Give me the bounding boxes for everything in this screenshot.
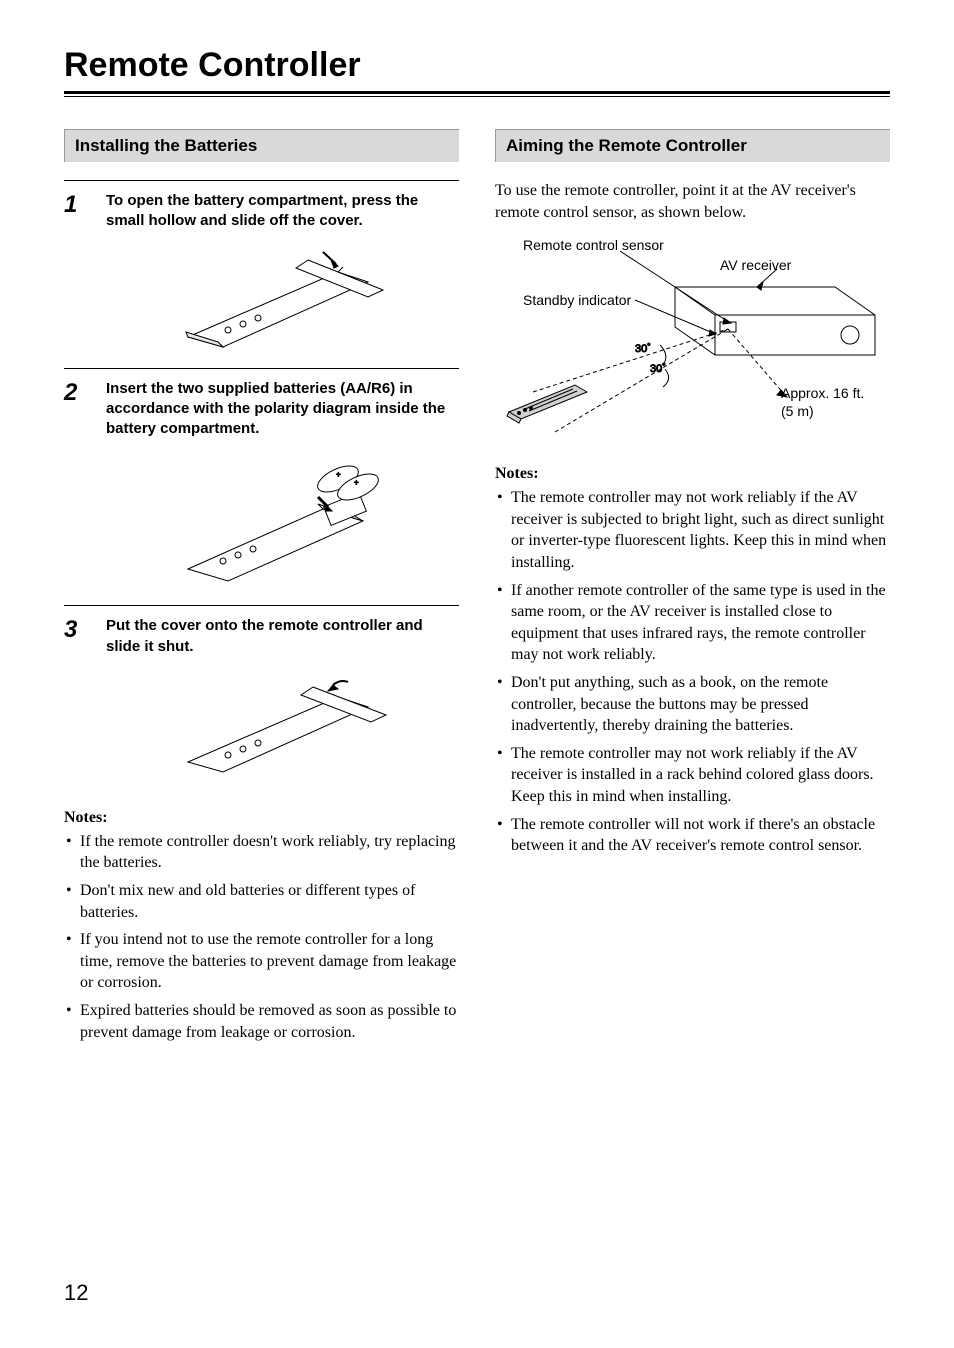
note-item: If you intend not to use the remote cont… [64,929,459,994]
note-item: The remote controller may not work relia… [495,487,890,573]
step-1: 1 To open the battery compartment, press… [64,180,459,368]
section-aiming-remote: Aiming the Remote Controller [495,129,890,162]
svg-text:+: + [354,478,359,487]
note-item: If the remote controller doesn't work re… [64,831,459,874]
notes-heading-right: Notes: [495,465,890,483]
section-installing-batteries: Installing the Batteries [64,129,459,162]
note-item: Don't put anything, such as a book, on t… [495,672,890,737]
right-column: Aiming the Remote Controller To use the … [495,129,890,1049]
notes-heading-left: Notes: [64,809,459,827]
angle-top-text: 30˚ [635,343,651,355]
step-number: 3 [64,616,92,783]
aiming-diagram: Remote control sensor AV receiver Standb… [495,237,890,447]
step-2-illustration: + + [106,445,459,595]
note-item: If another remote controller of the same… [495,580,890,666]
note-item: Expired batteries should be removed as s… [64,1000,459,1043]
note-item: Don't mix new and old batteries or diffe… [64,880,459,923]
note-item: The remote controller may not work relia… [495,743,890,808]
intro-text: To use the remote controller, point it a… [495,180,890,223]
step-text: Put the cover onto the remote controller… [106,616,459,657]
page-title: Remote Controller [64,46,890,94]
notes-list-left: If the remote controller doesn't work re… [64,831,459,1043]
title-underline [64,96,890,97]
step-2: 2 Insert the two supplied batteries (AA/… [64,368,459,606]
svg-text:+: + [336,470,341,479]
step-3: 3 Put the cover onto the remote controll… [64,605,459,793]
note-item: The remote controller will not work if t… [495,814,890,857]
content-columns: Installing the Batteries 1 To open the b… [64,129,890,1049]
notes-list-right: The remote controller may not work relia… [495,487,890,857]
step-text: Insert the two supplied batteries (AA/R6… [106,379,459,440]
left-column: Installing the Batteries 1 To open the b… [64,129,459,1049]
step-number: 1 [64,191,92,358]
step-number: 2 [64,379,92,596]
step-3-illustration [106,663,459,783]
step-1-illustration [106,238,459,358]
step-text: To open the battery compartment, press t… [106,191,459,232]
page-number: 12 [64,1280,88,1306]
